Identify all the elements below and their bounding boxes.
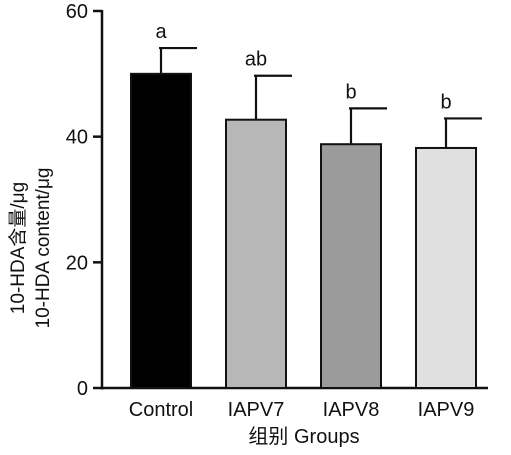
y-tick-label: 0 bbox=[77, 378, 88, 400]
y-axis-title-line1: 10-HDA含量/μg bbox=[7, 182, 29, 314]
error-bars bbox=[159, 46, 482, 148]
bar-iapv7 bbox=[225, 118, 287, 390]
x-tick-label: IAPV7 bbox=[228, 399, 285, 421]
significance-letter: ab bbox=[245, 49, 267, 71]
y-axis-title: 10-HDA含量/μg 10-HDA content/μg bbox=[7, 168, 54, 329]
x-axis-title: 组别 Groups bbox=[248, 425, 359, 448]
bar-iapv9 bbox=[415, 146, 477, 389]
y-tick-label: 40 bbox=[66, 127, 88, 149]
significance-letter: b bbox=[345, 81, 356, 103]
x-tick-label: Control bbox=[129, 399, 193, 421]
x-tick-label: IAPV9 bbox=[418, 399, 475, 421]
significance-letter: b bbox=[440, 91, 451, 113]
y-tick-label: 60 bbox=[66, 1, 88, 23]
bar-control bbox=[130, 72, 192, 389]
x-tick-label: IAPV8 bbox=[323, 399, 380, 421]
labels: a Control ab IAPV7 b IAPV8 b IAPV9 bbox=[129, 21, 475, 421]
y-axis-title-line2: 10-HDA content/μg bbox=[33, 168, 54, 329]
bars bbox=[130, 72, 477, 390]
significance-letter: a bbox=[155, 21, 167, 43]
y-tick-label: 20 bbox=[66, 252, 88, 274]
bar-iapv8 bbox=[320, 143, 382, 389]
